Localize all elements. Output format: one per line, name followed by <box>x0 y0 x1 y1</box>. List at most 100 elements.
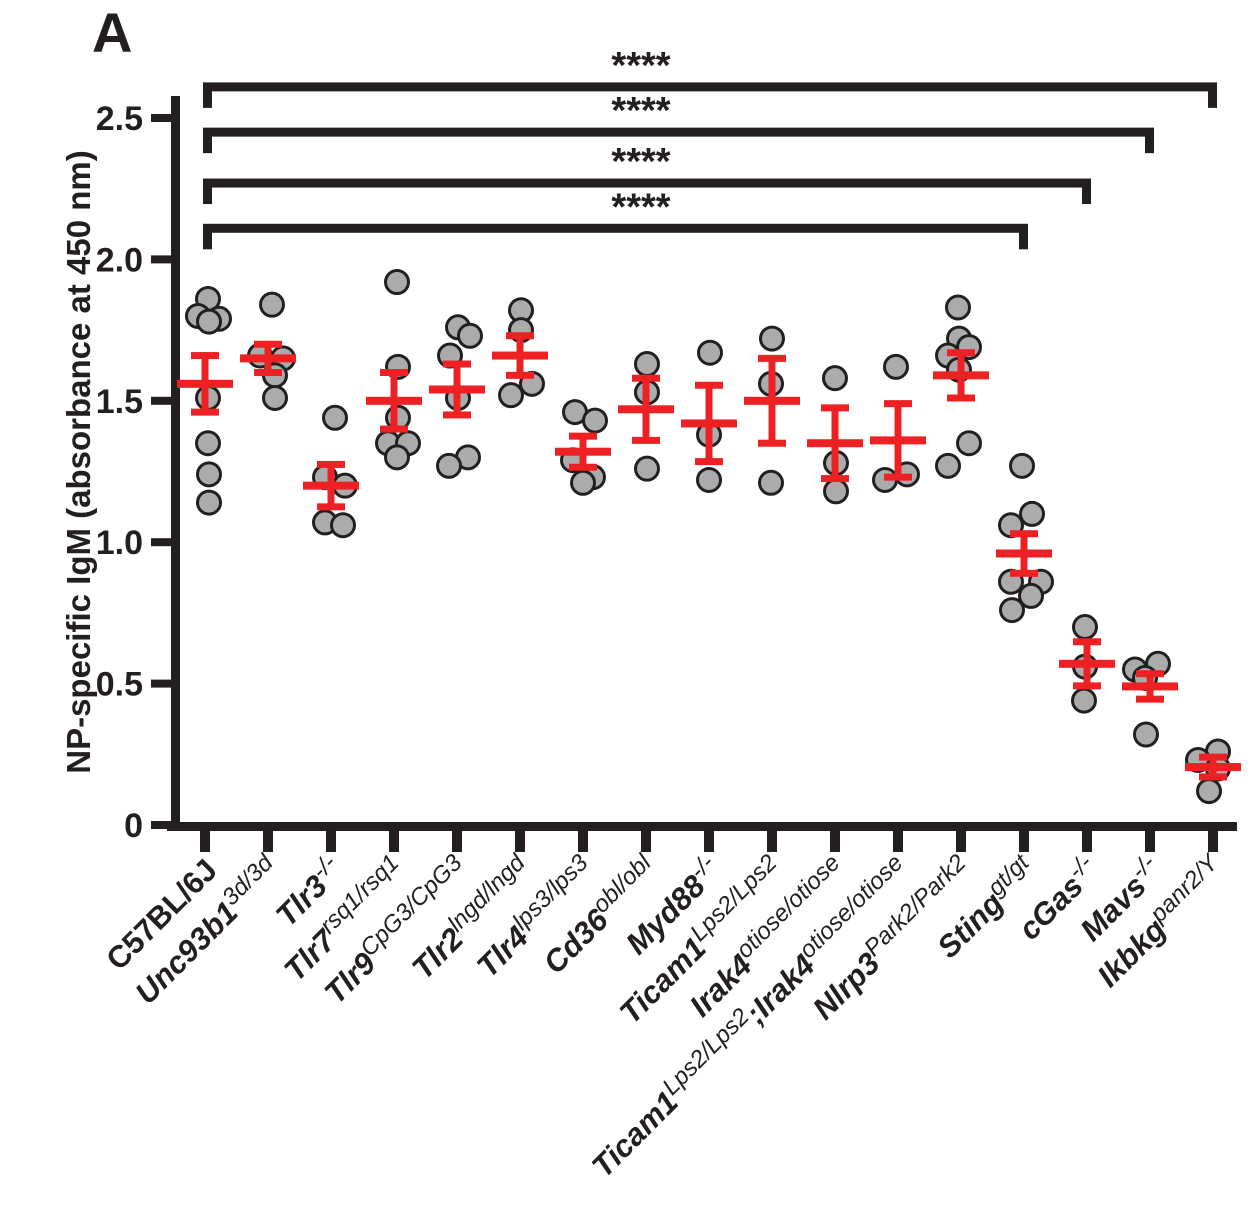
data-point <box>196 461 222 488</box>
x-tick <box>893 831 903 852</box>
error-bar-cap-bottom <box>1199 773 1227 781</box>
error-bar-cap-top <box>1136 670 1164 678</box>
error-bar-cap-top <box>443 360 471 368</box>
error-bar-cap-bottom <box>254 369 282 377</box>
data-point <box>883 353 909 380</box>
error-bar-cap-bottom <box>821 475 849 483</box>
error-bar-cap-top <box>317 460 345 468</box>
sig-bracket-line <box>203 82 1217 92</box>
data-point <box>498 382 524 409</box>
data-point <box>457 322 483 349</box>
data-point <box>570 469 596 496</box>
data-point <box>697 339 723 366</box>
error-bar-cap-bottom <box>632 436 660 444</box>
error-bar-cap-bottom <box>317 503 345 511</box>
data-point <box>1018 582 1044 609</box>
y-tick <box>151 679 173 688</box>
sig-bracket-end-right <box>1145 132 1154 154</box>
error-bar-cap-top <box>821 404 849 412</box>
data-point <box>634 455 660 482</box>
y-tick-label: 2.5 <box>96 100 143 138</box>
error-bar-cap-top <box>569 432 597 440</box>
x-tick <box>452 831 462 852</box>
x-tick <box>1208 831 1218 852</box>
y-tick-label: 0.5 <box>96 666 143 704</box>
x-tick <box>830 831 840 852</box>
x-tick <box>1082 831 1092 852</box>
data-point <box>195 430 221 457</box>
y-tick-label: 2.0 <box>96 241 143 279</box>
y-tick <box>151 114 173 122</box>
y-tick <box>151 538 173 547</box>
mean-bar <box>1185 763 1241 772</box>
mean-bar <box>618 405 674 414</box>
data-point <box>1196 778 1222 805</box>
x-tick <box>326 831 336 852</box>
sig-stars: **** <box>611 45 670 87</box>
mean-bar <box>744 396 800 405</box>
sig-stars: **** <box>611 186 670 228</box>
x-tick <box>767 831 777 852</box>
data-point <box>956 430 982 457</box>
data-point <box>822 365 848 392</box>
data-point <box>634 351 660 378</box>
y-axis-line <box>171 96 180 831</box>
error-bar-cap-top <box>380 369 408 377</box>
mean-bar <box>681 419 737 428</box>
error-bar-cap-bottom <box>1073 682 1101 690</box>
data-point <box>999 597 1025 624</box>
mean-bar <box>1122 682 1178 691</box>
data-point <box>759 325 785 352</box>
error-bar-cap-top <box>191 352 219 360</box>
error-bar-cap-top <box>1010 530 1038 538</box>
x-tick <box>1145 831 1155 852</box>
sig-bracket-end-left <box>203 132 212 154</box>
x-tick <box>641 831 651 852</box>
y-tick <box>151 821 173 829</box>
sig-bracket-end-right <box>1019 228 1028 250</box>
error-bar-cap-bottom <box>947 394 975 402</box>
sig-bracket-end-right <box>1208 86 1217 108</box>
sig-bracket-line <box>203 178 1091 188</box>
error-bar-cap-bottom <box>569 463 597 471</box>
x-tick <box>956 831 966 852</box>
sig-bracket-end-left <box>203 86 212 108</box>
data-point <box>582 407 608 434</box>
panel-label: A <box>92 1 133 64</box>
mean-bar <box>492 351 548 360</box>
error-bar-cap-top <box>884 400 912 408</box>
x-tick <box>704 831 714 852</box>
data-point <box>1009 452 1035 479</box>
y-tick-label: 0 <box>124 807 143 845</box>
x-tick <box>389 831 399 852</box>
data-point <box>196 308 222 335</box>
error-bar-cap-bottom <box>695 458 723 466</box>
mean-bar <box>870 436 926 445</box>
mean-bar <box>366 396 422 405</box>
data-point <box>322 404 348 431</box>
sig-bracket-end-left <box>203 228 212 250</box>
error-bar-cap-bottom <box>758 439 786 447</box>
mean-bar <box>177 379 233 388</box>
y-tick-label: 1.0 <box>96 524 143 562</box>
error-bar-cap-bottom <box>506 371 534 379</box>
data-point <box>935 452 961 479</box>
data-point <box>330 512 356 539</box>
error-bar-cap-bottom <box>443 411 471 419</box>
error-bar-cap-top <box>1199 753 1227 761</box>
data-point <box>945 294 971 321</box>
error-bar-cap-bottom <box>884 473 912 481</box>
mean-bar <box>240 354 296 363</box>
error-bar-cap-bottom <box>191 408 219 416</box>
y-axis-title: NP-specific IgM (absorbance at 450 nm) <box>60 150 97 774</box>
data-point <box>196 489 222 516</box>
sig-stars: **** <box>611 90 670 132</box>
y-tick <box>151 396 173 405</box>
data-point <box>436 452 462 479</box>
error-bar-cap-top <box>1073 638 1101 646</box>
mean-bar <box>996 549 1052 558</box>
y-tick-label: 1.5 <box>96 383 143 421</box>
data-point <box>1019 500 1045 527</box>
data-point <box>262 384 288 411</box>
